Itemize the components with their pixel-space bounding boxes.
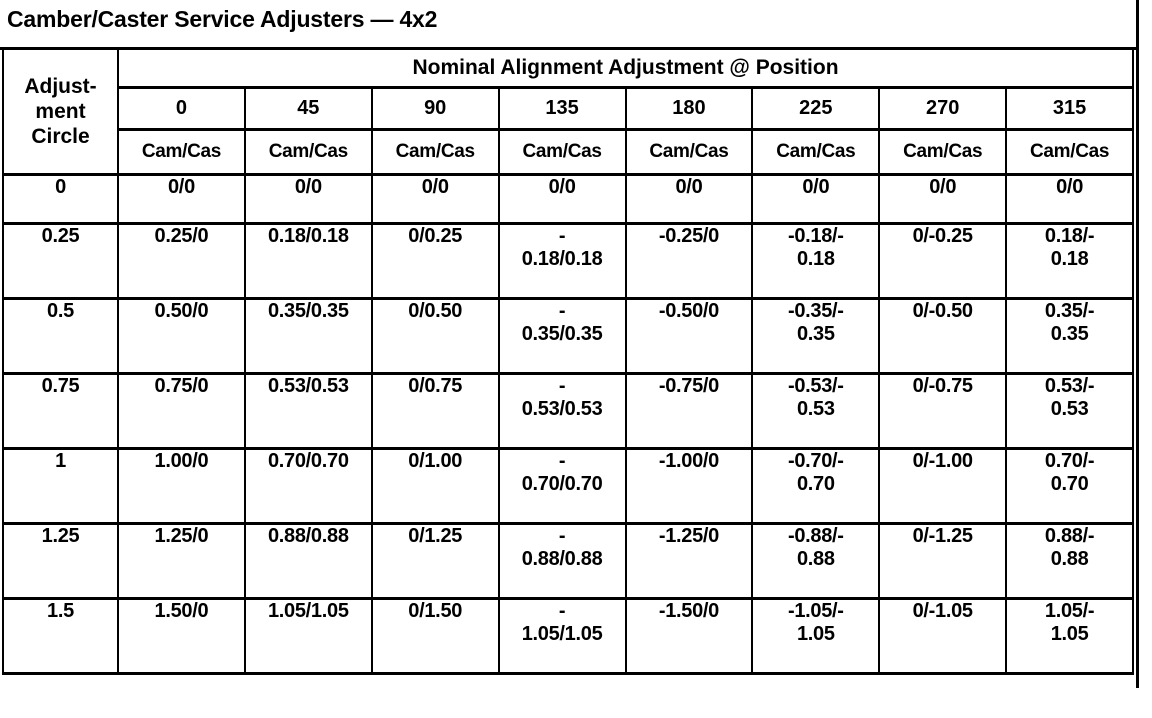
camcas-value: 0/0 bbox=[624, 172, 754, 225]
camcas-value: -1.50/0 bbox=[624, 596, 754, 675]
camcas-value: -1.25/0 bbox=[624, 521, 754, 600]
page-right-border bbox=[1136, 0, 1139, 688]
table-row: 1.5 1.50/0 1.05/1.05 0/1.50- 1.05/1.05 -1.50… bbox=[2, 596, 1134, 675]
table-header: Adjust- ment Circle Nominal Alignment Ad… bbox=[2, 50, 1134, 176]
camcas-value: - 0.70/0.70 bbox=[497, 446, 627, 525]
camcas-value: 0/1.25 bbox=[370, 521, 500, 600]
camcas-value: 0.88/0.88 bbox=[243, 521, 373, 600]
nominal-alignment-header: Nominal Alignment Adjustment @ Position bbox=[117, 50, 1134, 89]
camcas-value: 0/0 bbox=[751, 172, 881, 225]
position-header: 270 bbox=[878, 85, 1008, 131]
table-row: 0 0/0 0/0 0/0 0/0 0/0 0/0 0/0 0/0 bbox=[2, 172, 1134, 225]
camcas-value: 0.53/- 0.53 bbox=[1005, 371, 1134, 450]
camcas-value: 1.05/- 1.05 bbox=[1005, 596, 1134, 675]
camcas-value: -0.70/- 0.70 bbox=[751, 446, 881, 525]
camcas-value: 0.35/- 0.35 bbox=[1005, 296, 1134, 375]
camcas-header-row: Cam/Cas Cam/Cas Cam/Cas Cam/Cas Cam/Cas Cam/C… bbox=[3, 127, 1134, 176]
camcas-header: Cam/Cas bbox=[878, 127, 1008, 176]
camcas-value: - 0.53/0.53 bbox=[497, 371, 627, 450]
adjustment-circle-value: 0.25 bbox=[2, 221, 119, 300]
camcas-value: -1.05/- 1.05 bbox=[751, 596, 881, 675]
camcas-value: 1.05/1.05 bbox=[243, 596, 373, 675]
camcas-value: -0.25/0 bbox=[624, 221, 754, 300]
table-row: 1 1.00/0 0.70/0.70 0/1.00- 0.70/0.70 -1.00/0… bbox=[2, 446, 1134, 525]
camcas-value: 0.50/0 bbox=[117, 296, 246, 375]
camcas-header: Cam/Cas bbox=[1005, 127, 1134, 176]
camcas-value: 0/0 bbox=[497, 172, 627, 225]
camcas-value: -0.53/- 0.53 bbox=[751, 371, 881, 450]
camcas-value: 0/-1.00 bbox=[878, 446, 1008, 525]
position-header: 180 bbox=[624, 85, 754, 131]
camcas-value: 0/0 bbox=[243, 172, 373, 225]
camcas-value: - 0.35/0.35 bbox=[497, 296, 627, 375]
camcas-value: - 0.88/0.88 bbox=[497, 521, 627, 600]
camcas-value: 0/-1.25 bbox=[878, 521, 1008, 600]
camcas-value: 0/0 bbox=[370, 172, 500, 225]
position-header-row: 0 45 90 135 180 225 270 315 bbox=[3, 85, 1134, 131]
camcas-value: 0.35/0.35 bbox=[243, 296, 373, 375]
title-rule bbox=[0, 47, 1139, 50]
camcas-value: 0.70/- 0.70 bbox=[1005, 446, 1134, 525]
camcas-value: 0/-0.50 bbox=[878, 296, 1008, 375]
camcas-value: 0/0 bbox=[117, 172, 246, 225]
table-row: 0.75 0.75/0 0.53/0.53 0/0.75- 0.53/0.53 -0.7… bbox=[2, 371, 1134, 450]
camcas-value: 0/0 bbox=[1005, 172, 1134, 225]
camcas-value: 1.00/0 bbox=[117, 446, 246, 525]
camcas-value: 0/0.75 bbox=[370, 371, 500, 450]
camcas-value: 0.25/0 bbox=[117, 221, 246, 300]
position-header: 0 bbox=[117, 85, 246, 131]
adjustment-circle-header: Adjust- ment Circle bbox=[2, 50, 119, 176]
adjustment-circle-value: 0.75 bbox=[2, 371, 119, 450]
camcas-value: -1.00/0 bbox=[624, 446, 754, 525]
camcas-header: Cam/Cas bbox=[370, 127, 500, 176]
camcas-header: Cam/Cas bbox=[624, 127, 754, 176]
camcas-value: -0.50/0 bbox=[624, 296, 754, 375]
position-header: 135 bbox=[497, 85, 627, 131]
camcas-value: 0.70/0.70 bbox=[243, 446, 373, 525]
position-header: 315 bbox=[1005, 85, 1134, 131]
table-body: 0 0/0 0/0 0/0 0/0 0/0 0/0 0/0 0/0 0.25 0.25/0 0.18/… bbox=[2, 172, 1134, 675]
position-header: 90 bbox=[370, 85, 500, 131]
table-row: 0.25 0.25/0 0.18/0.18 0/0.25- 0.18/0.18 -0.2… bbox=[2, 221, 1134, 300]
camcas-value: 1.25/0 bbox=[117, 521, 246, 600]
camcas-value: 0/-1.05 bbox=[878, 596, 1008, 675]
camcas-value: -0.18/- 0.18 bbox=[751, 221, 881, 300]
camcas-value: 0.88/- 0.88 bbox=[1005, 521, 1134, 600]
adjustment-circle-value: 1.5 bbox=[2, 596, 119, 675]
camcas-value: 0.18/0.18 bbox=[243, 221, 373, 300]
camcas-value: 0/-0.25 bbox=[878, 221, 1008, 300]
camcas-header: Cam/Cas bbox=[243, 127, 373, 176]
position-header: 225 bbox=[751, 85, 881, 131]
camcas-value: -0.75/0 bbox=[624, 371, 754, 450]
camcas-value: 0/1.50 bbox=[370, 596, 500, 675]
camcas-header: Cam/Cas bbox=[117, 127, 246, 176]
camcas-header: Cam/Cas bbox=[497, 127, 627, 176]
table-row: 0.5 0.50/0 0.35/0.35 0/0.50- 0.35/0.35 -0.50… bbox=[2, 296, 1134, 375]
camcas-value: 0.53/0.53 bbox=[243, 371, 373, 450]
camcas-value: - 0.18/0.18 bbox=[497, 221, 627, 300]
adjusters-table: Adjust- ment Circle Nominal Alignment Ad… bbox=[2, 50, 1134, 675]
adjustment-circle-value: 1.25 bbox=[2, 521, 119, 600]
camcas-value: 1.50/0 bbox=[117, 596, 246, 675]
camcas-value: 0/0.25 bbox=[370, 221, 500, 300]
camcas-value: 0/0 bbox=[878, 172, 1008, 225]
adjustment-circle-value: 0.5 bbox=[2, 296, 119, 375]
adjustment-circle-value: 1 bbox=[2, 446, 119, 525]
camcas-value: -0.88/- 0.88 bbox=[751, 521, 881, 600]
position-header: 45 bbox=[243, 85, 373, 131]
camcas-value: - 1.05/1.05 bbox=[497, 596, 627, 675]
camcas-value: 0/0.50 bbox=[370, 296, 500, 375]
camcas-header: Cam/Cas bbox=[751, 127, 881, 176]
camcas-value: 0.75/0 bbox=[117, 371, 246, 450]
table-title: Camber/Caster Service Adjusters — 4x2 bbox=[7, 6, 438, 32]
camcas-value: 0.18/- 0.18 bbox=[1005, 221, 1134, 300]
camcas-value: -0.35/- 0.35 bbox=[751, 296, 881, 375]
table-row: 1.25 1.25/0 0.88/0.88 0/1.25- 0.88/0.88 -1.2… bbox=[2, 521, 1134, 600]
adjustment-circle-value: 0 bbox=[2, 172, 119, 225]
camcas-value: 0/-0.75 bbox=[878, 371, 1008, 450]
camcas-value: 0/1.00 bbox=[370, 446, 500, 525]
